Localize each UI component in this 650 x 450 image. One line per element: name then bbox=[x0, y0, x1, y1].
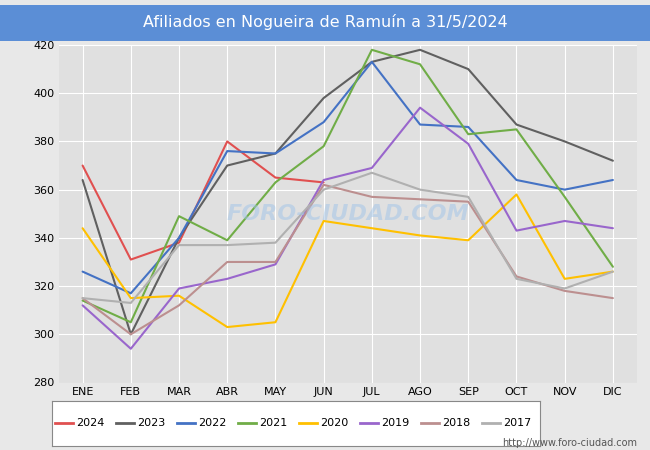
Text: 2024: 2024 bbox=[77, 418, 105, 428]
Text: Afiliados en Nogueira de Ramuín a 31/5/2024: Afiliados en Nogueira de Ramuín a 31/5/2… bbox=[142, 14, 508, 31]
Text: 2023: 2023 bbox=[137, 418, 166, 428]
Text: 2022: 2022 bbox=[198, 418, 227, 428]
Text: 2020: 2020 bbox=[320, 418, 348, 428]
Text: 2019: 2019 bbox=[381, 418, 410, 428]
Text: 2021: 2021 bbox=[259, 418, 287, 428]
Text: http://www.foro-ciudad.com: http://www.foro-ciudad.com bbox=[502, 438, 637, 448]
Text: 2018: 2018 bbox=[442, 418, 470, 428]
Text: 2017: 2017 bbox=[503, 418, 531, 428]
Text: FORO-CIUDAD.COM: FORO-CIUDAD.COM bbox=[226, 204, 469, 224]
